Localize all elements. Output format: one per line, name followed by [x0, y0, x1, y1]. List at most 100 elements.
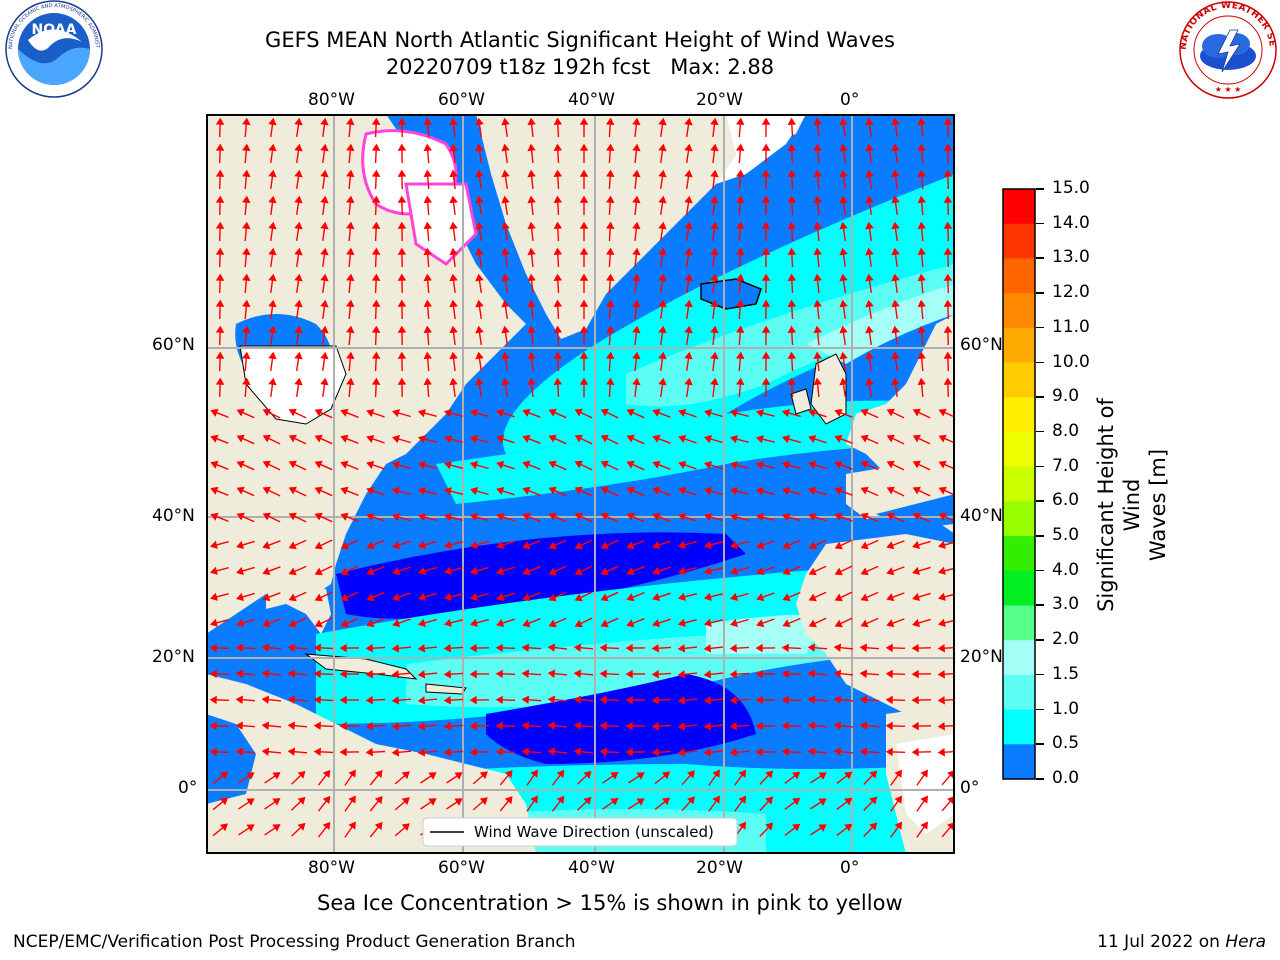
wind-wave-arrow-head	[297, 822, 306, 831]
wind-wave-arrow-head	[938, 512, 947, 521]
wind-wave-arrow-head	[365, 695, 373, 705]
wind-wave-arrow-head	[475, 377, 484, 386]
wind-wave-arrow-head	[677, 722, 686, 731]
lon-label-bottom-80w: 80°W	[308, 858, 355, 878]
wind-wave-arrow-head	[860, 408, 869, 417]
wave-height-map: Wind Wave Direction (unscaled)	[206, 114, 955, 854]
wind-wave-arrow-head	[501, 377, 510, 386]
wind-wave-arrow-head	[366, 512, 375, 522]
colorbar-tick-label: 15.0	[1052, 178, 1090, 198]
wind-wave-arrow-head	[469, 487, 479, 496]
wind-wave-arrow-head	[392, 541, 401, 550]
wind-wave-arrow-head	[652, 512, 661, 521]
wind-wave-arrow-head	[501, 325, 510, 334]
wind-wave-arrow-head	[579, 117, 589, 125]
wind-wave-arrow-head	[320, 221, 329, 230]
wind-wave-arrow-head	[236, 566, 245, 575]
wind-wave-arrow-head	[937, 540, 946, 549]
wind-wave-arrow-head	[600, 619, 609, 628]
colorbar-segment	[1003, 570, 1035, 606]
wind-wave-arrow-head	[496, 593, 505, 602]
wind-wave-arrow-head	[521, 643, 530, 652]
wind-wave-arrow-head	[454, 798, 463, 806]
wind-wave-arrow-head	[761, 117, 771, 125]
wind-wave-arrow-head	[313, 643, 321, 653]
wind-wave-arrow-head	[268, 195, 277, 204]
wind-wave-arrow-head	[658, 299, 667, 308]
wind-wave-arrow-head	[397, 221, 407, 229]
colorbar-tick-mark	[1036, 396, 1044, 398]
wind-wave-arrow-head	[911, 643, 919, 653]
wind-wave-arrow-head	[527, 351, 536, 360]
wind-wave-arrow-head	[839, 247, 848, 256]
wind-wave-arrow-head	[401, 823, 410, 831]
wind-wave-arrow-head	[651, 670, 659, 679]
wind-wave-arrow-head	[736, 377, 745, 385]
wind-wave-arrow-head	[869, 770, 878, 779]
wind-wave-arrow-head	[522, 434, 531, 443]
wind-wave-arrow-head	[553, 247, 563, 255]
wind-wave-arrow-head	[210, 512, 219, 521]
wind-wave-arrow-head	[808, 619, 817, 628]
wind-wave-arrow-head	[677, 670, 686, 679]
wind-wave-arrow-head	[813, 377, 822, 386]
wind-wave-arrow-head	[366, 486, 375, 496]
wind-wave-arrow-head	[781, 669, 789, 679]
wind-wave-arrow-head	[710, 117, 719, 126]
wind-wave-arrow-head	[651, 722, 659, 731]
wind-wave-arrow-head	[268, 247, 277, 256]
wind-wave-arrow-head	[808, 460, 817, 470]
wind-wave-arrow-head	[235, 747, 243, 756]
wind-wave-arrow-head	[632, 299, 641, 308]
wind-wave-arrow-head	[573, 747, 582, 756]
wind-wave-arrow-head	[937, 722, 945, 731]
wind-wave-arrow-head	[606, 325, 615, 333]
wind-wave-arrow-head	[397, 377, 407, 385]
colorbar-tick-label: 5.0	[1052, 525, 1080, 546]
wind-wave-arrow-head	[340, 541, 349, 550]
wind-wave-arrow-head	[496, 460, 505, 469]
wind-wave-arrow-head	[339, 747, 347, 757]
wind-wave-arrow-head	[891, 247, 900, 256]
wind-wave-arrow-head	[314, 460, 323, 469]
wind-wave-arrow-head	[371, 221, 381, 229]
wind-wave-arrow-head	[885, 747, 893, 757]
wind-wave-arrow-head	[443, 513, 452, 522]
wind-wave-arrow-head	[527, 299, 536, 308]
wind-wave-arrow-head	[626, 408, 635, 417]
wind-wave-arrow-head	[210, 460, 219, 469]
wind-wave-arrow-head	[553, 169, 563, 177]
wind-wave-arrow-head	[833, 643, 842, 652]
wind-wave-arrow-head	[920, 795, 928, 804]
lon-label-top-20w: 20°W	[696, 90, 743, 110]
wind-wave-arrow-head	[917, 247, 926, 256]
wind-wave-arrow-head	[548, 486, 557, 495]
wind-wave-arrow-head	[423, 117, 432, 126]
wind-wave-arrow-head	[294, 325, 303, 334]
wind-wave-arrow-head	[813, 273, 822, 282]
wind-wave-arrow-head	[678, 486, 687, 495]
wind-wave-arrow-head	[658, 169, 667, 178]
wind-wave-arrow-head	[736, 169, 745, 177]
wind-wave-arrow-head	[548, 434, 557, 443]
wind-wave-arrow-head	[787, 143, 797, 151]
wind-wave-arrow-head	[658, 117, 667, 126]
colorbar-segment	[1003, 709, 1035, 745]
wind-wave-arrow-head	[704, 409, 713, 418]
wind-wave-arrow-head	[943, 351, 953, 359]
wind-wave-arrow-head	[834, 619, 843, 628]
wind-wave-arrow-head	[912, 540, 921, 549]
wind-wave-arrow-head	[313, 747, 321, 757]
wind-wave-arrow-head	[756, 619, 765, 628]
footer-date: 11 Jul 2022 on Hera	[1097, 932, 1266, 952]
wind-wave-arrow-head	[600, 567, 609, 576]
wind-wave-arrow-head	[678, 434, 687, 443]
wind-wave-arrow-head	[761, 299, 771, 307]
wind-wave-arrow-head	[781, 747, 789, 757]
wind-wave-arrow-head	[729, 513, 738, 522]
wind-wave-arrow-head	[839, 221, 848, 230]
lat-label-left-0: 0°	[178, 778, 198, 798]
wind-wave-arrow-head	[943, 273, 953, 281]
wind-wave-arrow-head	[548, 541, 557, 550]
wind-wave-arrow-head	[553, 325, 563, 333]
